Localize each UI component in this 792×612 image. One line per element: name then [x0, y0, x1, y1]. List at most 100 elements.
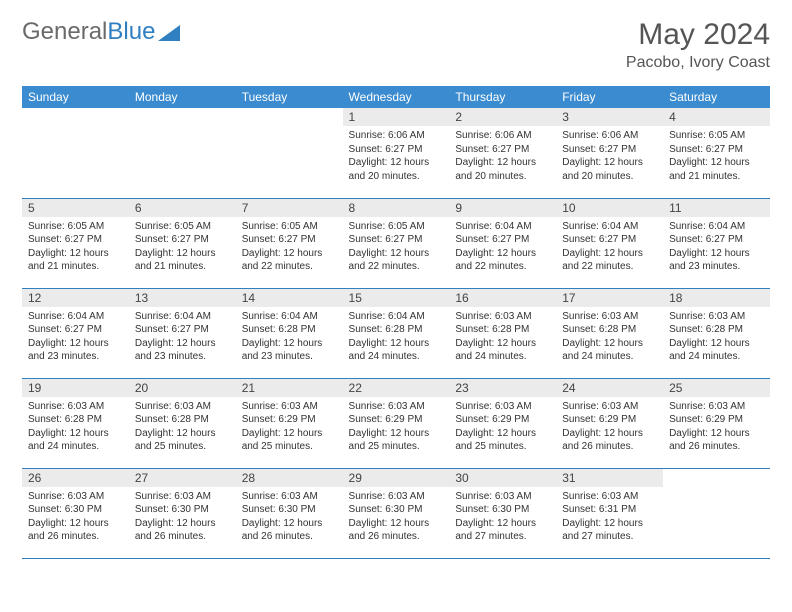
- calendar-cell: 21Sunrise: 6:03 AMSunset: 6:29 PMDayligh…: [236, 378, 343, 468]
- calendar-row: 1Sunrise: 6:06 AMSunset: 6:27 PMDaylight…: [22, 108, 770, 198]
- sunset-line: Sunset: 6:27 PM: [669, 233, 764, 247]
- day-number: 25: [663, 379, 770, 397]
- daylight-line: Daylight: 12 hours and 22 minutes.: [455, 247, 550, 274]
- day-number: 2: [449, 108, 556, 126]
- daylight-line: Daylight: 12 hours and 21 minutes.: [28, 247, 123, 274]
- calendar-cell: 6Sunrise: 6:05 AMSunset: 6:27 PMDaylight…: [129, 198, 236, 288]
- daylight-line: Daylight: 12 hours and 22 minutes.: [242, 247, 337, 274]
- calendar-cell: 9Sunrise: 6:04 AMSunset: 6:27 PMDaylight…: [449, 198, 556, 288]
- day-number: 13: [129, 289, 236, 307]
- day-content: Sunrise: 6:03 AMSunset: 6:29 PMDaylight:…: [343, 397, 450, 460]
- sunset-line: Sunset: 6:27 PM: [349, 143, 444, 157]
- calendar-cell: 30Sunrise: 6:03 AMSunset: 6:30 PMDayligh…: [449, 468, 556, 558]
- calendar-cell: 27Sunrise: 6:03 AMSunset: 6:30 PMDayligh…: [129, 468, 236, 558]
- day-content: Sunrise: 6:03 AMSunset: 6:28 PMDaylight:…: [129, 397, 236, 460]
- day-number: 29: [343, 469, 450, 487]
- sunset-line: Sunset: 6:27 PM: [455, 143, 550, 157]
- daylight-line: Daylight: 12 hours and 20 minutes.: [349, 156, 444, 183]
- daylight-line: Daylight: 12 hours and 20 minutes.: [455, 156, 550, 183]
- day-content: Sunrise: 6:03 AMSunset: 6:30 PMDaylight:…: [343, 487, 450, 550]
- sunset-line: Sunset: 6:27 PM: [135, 323, 230, 337]
- sunrise-line: Sunrise: 6:06 AM: [349, 129, 444, 143]
- day-content: Sunrise: 6:03 AMSunset: 6:29 PMDaylight:…: [236, 397, 343, 460]
- day-number: 28: [236, 469, 343, 487]
- daylight-line: Daylight: 12 hours and 23 minutes.: [669, 247, 764, 274]
- sunset-line: Sunset: 6:29 PM: [562, 413, 657, 427]
- calendar-cell: 18Sunrise: 6:03 AMSunset: 6:28 PMDayligh…: [663, 288, 770, 378]
- brand-part1: General: [22, 18, 107, 46]
- daylight-line: Daylight: 12 hours and 26 minutes.: [28, 517, 123, 544]
- day-content: Sunrise: 6:04 AMSunset: 6:28 PMDaylight:…: [343, 307, 450, 370]
- sunset-line: Sunset: 6:30 PM: [28, 503, 123, 517]
- sunrise-line: Sunrise: 6:03 AM: [242, 490, 337, 504]
- daylight-line: Daylight: 12 hours and 21 minutes.: [669, 156, 764, 183]
- daylight-line: Daylight: 12 hours and 23 minutes.: [28, 337, 123, 364]
- calendar-cell: 13Sunrise: 6:04 AMSunset: 6:27 PMDayligh…: [129, 288, 236, 378]
- sunset-line: Sunset: 6:28 PM: [349, 323, 444, 337]
- sunrise-line: Sunrise: 6:03 AM: [135, 490, 230, 504]
- day-number: 11: [663, 199, 770, 217]
- day-number: 21: [236, 379, 343, 397]
- sunrise-line: Sunrise: 6:06 AM: [562, 129, 657, 143]
- day-number: 31: [556, 469, 663, 487]
- day-number: 27: [129, 469, 236, 487]
- sunrise-line: Sunrise: 6:04 AM: [242, 310, 337, 324]
- calendar-cell: 10 Sunrise: 6:04 AMSunset: 6:27 PMDayligh…: [556, 198, 663, 288]
- sunset-line: Sunset: 6:27 PM: [349, 233, 444, 247]
- weekday-header-row: SundayMondayTuesdayWednesdayThursdayFrid…: [22, 86, 770, 108]
- sunrise-line: Sunrise: 6:04 AM: [455, 220, 550, 234]
- sunset-line: Sunset: 6:27 PM: [28, 233, 123, 247]
- daylight-line: Daylight: 12 hours and 24 minutes.: [28, 427, 123, 454]
- title-block: May 2024 Pacobo, Ivory Coast: [626, 18, 770, 72]
- sunrise-line: Sunrise: 6:03 AM: [349, 490, 444, 504]
- daylight-line: Daylight: 12 hours and 24 minutes.: [349, 337, 444, 364]
- daylight-line: Daylight: 12 hours and 20 minutes.: [562, 156, 657, 183]
- calendar-cell: 20Sunrise: 6:03 AMSunset: 6:28 PMDayligh…: [129, 378, 236, 468]
- sunset-line: Sunset: 6:30 PM: [135, 503, 230, 517]
- sunset-line: Sunset: 6:27 PM: [562, 233, 657, 247]
- daylight-line: Daylight: 12 hours and 25 minutes.: [349, 427, 444, 454]
- sunrise-line: Sunrise: 6:05 AM: [669, 129, 764, 143]
- daylight-line: Daylight: 12 hours and 22 minutes.: [562, 247, 657, 274]
- sunrise-line: Sunrise: 6:03 AM: [669, 400, 764, 414]
- day-content: Sunrise: 6:05 AMSunset: 6:27 PMDaylight:…: [343, 217, 450, 280]
- day-number: 22: [343, 379, 450, 397]
- sunset-line: Sunset: 6:27 PM: [562, 143, 657, 157]
- sunrise-line: Sunrise: 6:03 AM: [349, 400, 444, 414]
- weekday-header: Wednesday: [343, 86, 450, 108]
- calendar-row: 5Sunrise: 6:05 AMSunset: 6:27 PMDaylight…: [22, 198, 770, 288]
- sunset-line: Sunset: 6:27 PM: [135, 233, 230, 247]
- weekday-header: Saturday: [663, 86, 770, 108]
- calendar-cell: 31Sunrise: 6:03 AMSunset: 6:31 PMDayligh…: [556, 468, 663, 558]
- sunrise-line: Sunrise: 6:04 AM: [562, 220, 657, 234]
- calendar-cell: 8Sunrise: 6:05 AMSunset: 6:27 PMDaylight…: [343, 198, 450, 288]
- calendar-cell: 4Sunrise: 6:05 AMSunset: 6:27 PMDaylight…: [663, 108, 770, 198]
- day-number: 3: [556, 108, 663, 126]
- calendar-cell: 5Sunrise: 6:05 AMSunset: 6:27 PMDaylight…: [22, 198, 129, 288]
- calendar-table: SundayMondayTuesdayWednesdayThursdayFrid…: [22, 86, 770, 559]
- sunrise-line: Sunrise: 6:03 AM: [669, 310, 764, 324]
- day-content: Sunrise: 6:03 AMSunset: 6:28 PMDaylight:…: [663, 307, 770, 370]
- day-number: 10: [556, 199, 663, 217]
- day-content: Sunrise: 6:04 AMSunset: 6:27 PMDaylight:…: [663, 217, 770, 280]
- day-content: Sunrise: 6:05 AMSunset: 6:27 PMDaylight:…: [236, 217, 343, 280]
- sunrise-line: Sunrise: 6:03 AM: [135, 400, 230, 414]
- calendar-cell: [129, 108, 236, 198]
- daylight-line: Daylight: 12 hours and 23 minutes.: [242, 337, 337, 364]
- sunset-line: Sunset: 6:27 PM: [242, 233, 337, 247]
- sunrise-line: Sunrise: 6:03 AM: [455, 310, 550, 324]
- day-number: 30: [449, 469, 556, 487]
- sunrise-line: Sunrise: 6:03 AM: [28, 400, 123, 414]
- logo-triangle-icon: [158, 23, 180, 41]
- calendar-cell: [22, 108, 129, 198]
- calendar-cell: 1Sunrise: 6:06 AMSunset: 6:27 PMDaylight…: [343, 108, 450, 198]
- sunset-line: Sunset: 6:30 PM: [455, 503, 550, 517]
- day-content: Sunrise: 6:03 AMSunset: 6:29 PMDaylight:…: [449, 397, 556, 460]
- day-content: Sunrise: 6:03 AMSunset: 6:30 PMDaylight:…: [22, 487, 129, 550]
- sunset-line: Sunset: 6:29 PM: [669, 413, 764, 427]
- weekday-header: Tuesday: [236, 86, 343, 108]
- sunrise-line: Sunrise: 6:03 AM: [242, 400, 337, 414]
- daylight-line: Daylight: 12 hours and 26 minutes.: [562, 427, 657, 454]
- day-content: Sunrise: 6:03 AMSunset: 6:31 PMDaylight:…: [556, 487, 663, 550]
- day-number: 18: [663, 289, 770, 307]
